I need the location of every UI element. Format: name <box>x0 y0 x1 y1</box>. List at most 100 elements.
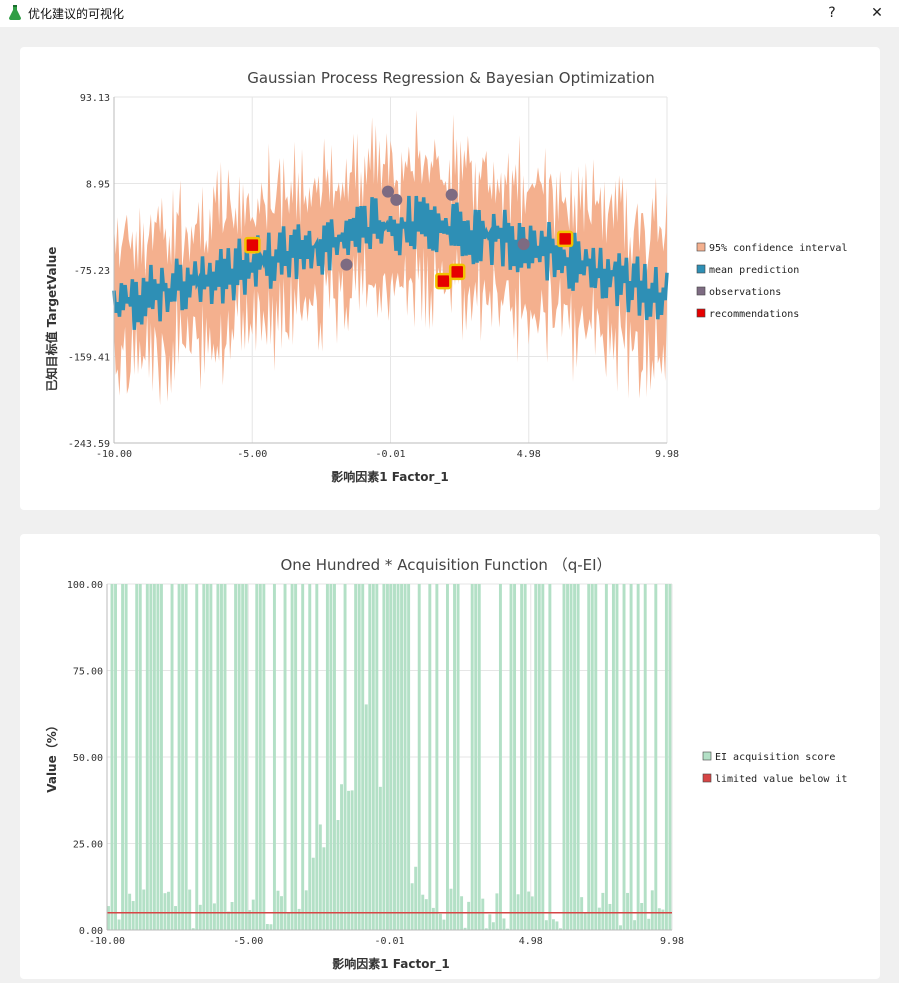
y-tick-label: 93.13 <box>80 93 110 104</box>
acquisition-bar <box>368 584 372 930</box>
legend-label: limited value below it <box>715 774 847 785</box>
acquisition-bar <box>446 584 449 930</box>
acquisition-bar <box>495 893 499 930</box>
legend-swatch <box>702 751 712 761</box>
chart-title: One Hundred * Acquisition Function （q-EI… <box>280 556 611 574</box>
acquisition-bar <box>498 584 502 930</box>
acquisition-bar <box>604 584 608 930</box>
close-button[interactable]: ✕ <box>871 5 883 21</box>
acquisition-bar <box>576 584 580 930</box>
gpr-chart-panel: Gaussian Process Regression & Bayesian O… <box>20 47 880 510</box>
acquisition-bar <box>181 584 185 930</box>
acquisition-bar <box>237 584 241 930</box>
acquisition-bar <box>195 584 199 930</box>
acquisition-bar <box>343 584 347 930</box>
acquisition-bar <box>255 584 259 930</box>
acquisition-bar <box>626 892 630 930</box>
x-axis-label: 影响因素1 Factor_1 <box>332 956 449 972</box>
acquisition-bar <box>357 584 361 930</box>
chart-title: Gaussian Process Regression & Bayesian O… <box>247 69 655 87</box>
acquisition-bar <box>205 584 209 930</box>
acquisition-bar <box>611 584 615 930</box>
acquisition-bar <box>608 903 612 930</box>
y-tick-label: 50.00 <box>73 753 103 764</box>
y-tick-label: 25.00 <box>73 840 103 851</box>
acquisition-bar <box>322 847 326 930</box>
acquisition-bar <box>159 584 163 930</box>
window-title: 优化建议的可视化 <box>28 7 125 21</box>
acquisition-bar <box>537 584 541 930</box>
x-axis-label: 影响因素1 Factor_1 <box>331 469 448 485</box>
acquisition-bar <box>477 584 481 930</box>
acquisition-bar <box>566 584 569 930</box>
observation-point <box>390 193 403 206</box>
acquisition-bar <box>393 584 396 930</box>
recommendation-point <box>448 263 466 281</box>
acquisition-bar <box>107 906 110 930</box>
acquisition-bar <box>650 890 654 930</box>
acquisition-bar <box>661 909 665 930</box>
help-button[interactable]: ? <box>828 5 836 21</box>
acquisition-bar <box>191 928 195 930</box>
acquisition-bar <box>654 584 658 930</box>
x-tick-label: -10.00 <box>89 936 125 947</box>
acquisition-bar <box>124 584 128 930</box>
acquisition-bar <box>453 584 456 930</box>
acquisition-bar <box>131 901 135 930</box>
acquisition-bar <box>227 911 230 930</box>
confidence-interval-band <box>114 110 667 406</box>
acquisition-bar <box>371 584 375 930</box>
acquisition-bar <box>463 927 467 930</box>
acquisition-bar <box>216 584 220 930</box>
acquisition-bar <box>325 584 329 930</box>
acquisition-bar <box>142 889 146 930</box>
acquisition-bar <box>633 920 637 930</box>
acquisition-bar <box>262 584 266 930</box>
legend-label: EI acquisition score <box>715 752 835 763</box>
legend-swatch <box>702 773 712 783</box>
acquisition-bar <box>378 786 382 930</box>
acquisition-bar <box>629 584 633 930</box>
acquisition-bar <box>272 584 276 930</box>
acquisition-bar <box>580 897 584 930</box>
acquisition-bar <box>290 584 294 930</box>
window-titlebar: 优化建议的可视化 ? ✕ <box>0 0 899 27</box>
acquisition-bar <box>230 901 234 930</box>
acquisition-bar <box>491 922 495 930</box>
acquisition-bar <box>223 584 227 930</box>
acquisition-chart: One Hundred * Acquisition Function （q-EI… <box>44 556 847 972</box>
legend-swatch <box>696 308 706 318</box>
acquisition-bar <box>121 584 125 930</box>
acquisition-bar <box>551 919 555 930</box>
acquisition-bar <box>269 924 273 930</box>
acquisition-bar <box>304 890 308 930</box>
acquisition-bar <box>435 584 439 930</box>
x-tick-label: -5.00 <box>233 936 263 947</box>
acquisition-bar <box>619 925 622 930</box>
acquisition-bar <box>428 584 432 930</box>
acquisition-bar <box>502 918 506 930</box>
y-tick-label: 100.00 <box>67 580 103 591</box>
acquisition-bar <box>297 908 301 930</box>
acquisition-bar <box>340 784 343 930</box>
acquisition-bar <box>202 584 206 930</box>
y-tick-label: -243.59 <box>68 439 110 450</box>
acquisition-bar <box>184 584 188 930</box>
x-tick-label: 4.98 <box>517 449 541 460</box>
legend-swatch <box>696 242 706 252</box>
legend-label: observations <box>709 287 781 298</box>
acquisition-bar <box>174 906 178 930</box>
acquisition-bar <box>583 913 587 930</box>
acquisition-bar <box>167 891 170 930</box>
acquisition-bar <box>361 584 365 930</box>
acquisition-bar <box>149 584 153 930</box>
acquisition-bar <box>117 919 121 930</box>
x-tick-label: -5.00 <box>237 449 267 460</box>
acquisition-bar <box>354 584 358 930</box>
acquisition-chart-panel: One Hundred * Acquisition Function （q-EI… <box>20 534 880 979</box>
acquisition-bar <box>333 584 336 930</box>
x-tick-label: -0.01 <box>375 449 405 460</box>
y-axis-label: 已知目标值 TargetValue <box>44 247 59 392</box>
acquisition-bar <box>488 914 492 930</box>
acquisition-bar <box>350 790 354 930</box>
